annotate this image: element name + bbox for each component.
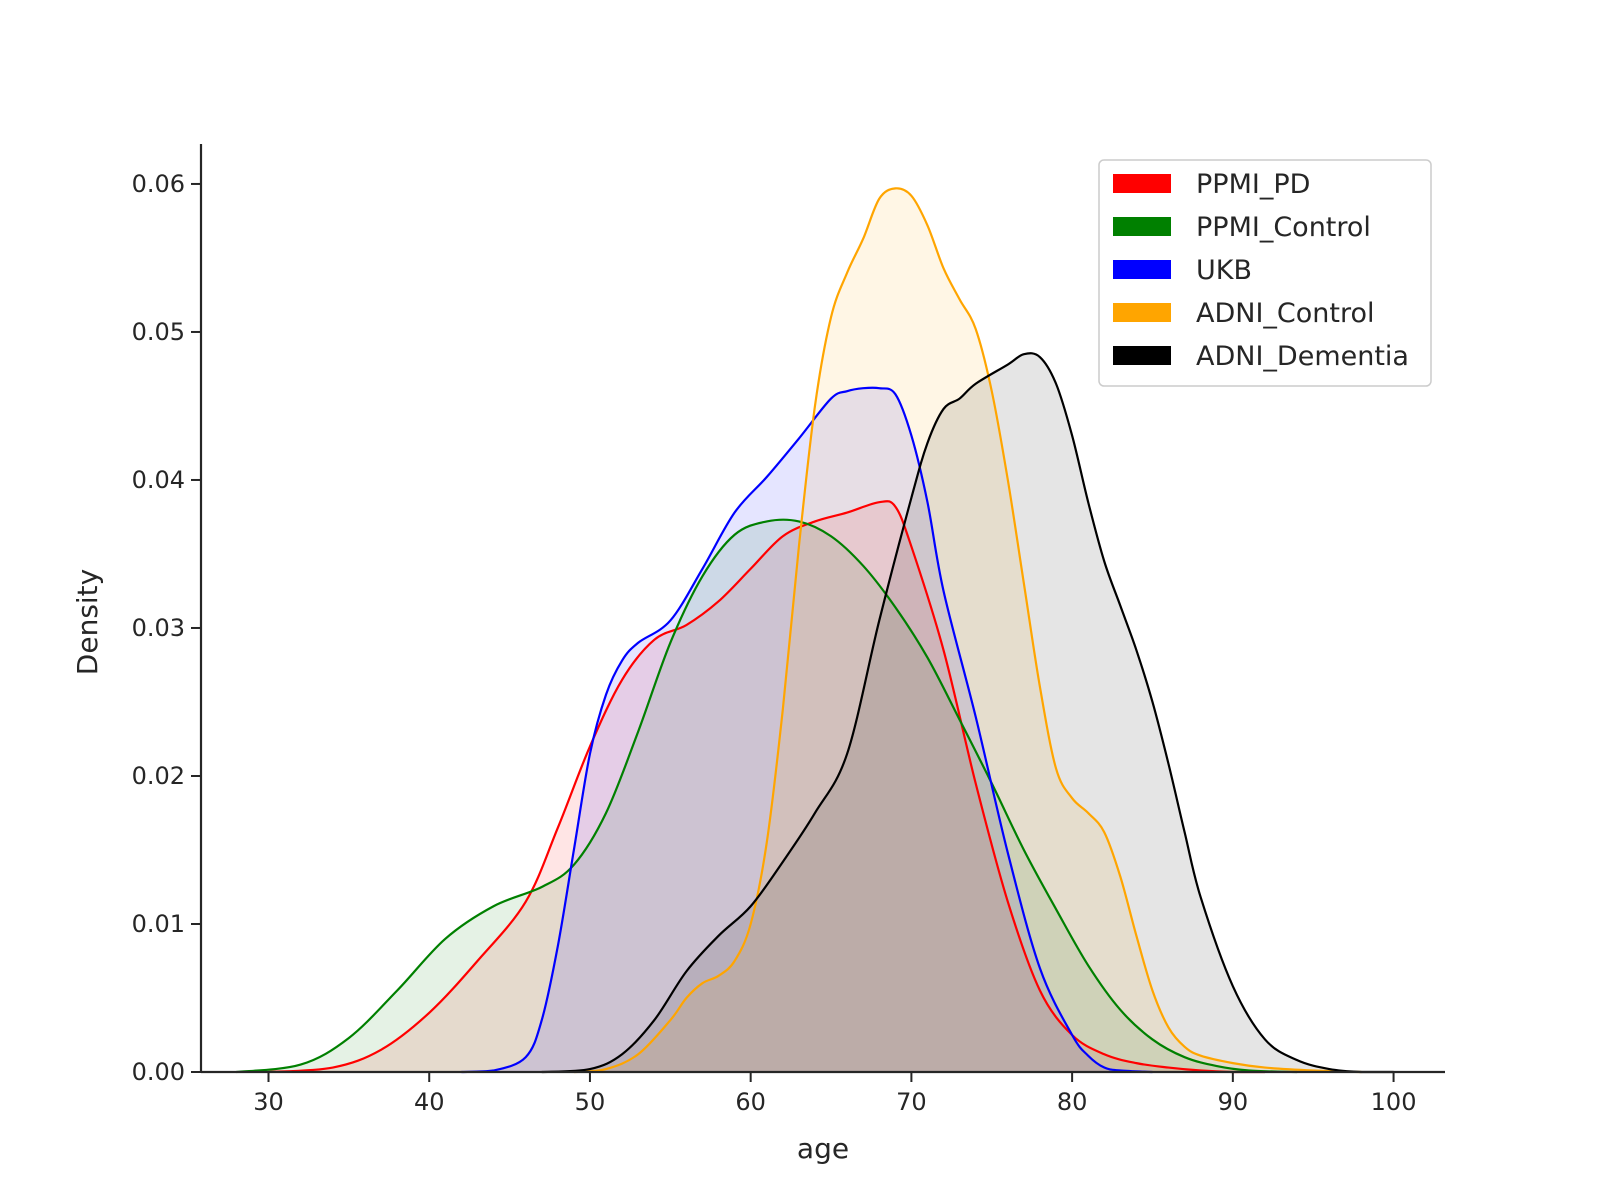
y-tick-label: 0.02 [132,762,185,790]
legend: PPMI_PD PPMI_Control UKB ADNI_Control ADNI_D… [1098,159,1432,387]
legend-frame [1098,159,1432,387]
area-adni-control [573,188,1362,1072]
legend-label: PPMI_PD [1196,169,1310,200]
legend-label: PPMI_Control [1196,212,1371,243]
y-tick-label: 0.06 [132,170,185,198]
line-ppmi-pd [268,500,1265,1074]
x-tick-label: 80 [1057,1088,1088,1116]
x-tick-label: 100 [1371,1088,1417,1116]
density-lines [236,187,1394,1074]
y-tick-label: 0.03 [132,614,185,642]
y-tick-label: 0.04 [132,466,185,494]
legend-label: ADNI_Control [1196,298,1375,329]
legend-label: UKB [1196,255,1252,286]
legend-label: ADNI_Dementia [1196,341,1409,372]
y-tick-label: 0.05 [132,318,185,346]
line-ppmi-control [236,518,1298,1074]
y-ticks: 0.00 0.01 0.02 0.03 0.04 0.05 0.06 [132,170,201,1086]
line-ukb [461,386,1153,1074]
legend-swatch [1113,174,1171,193]
x-tick-label: 70 [896,1088,927,1116]
x-tick-label: 30 [253,1088,284,1116]
area-adni-dementia [541,353,1394,1072]
x-axis-title: age [797,1132,849,1165]
legend-swatch [1113,260,1171,279]
area-ukb [461,387,1153,1072]
y-tick-label: 0.00 [132,1058,185,1086]
x-tick-label: 60 [735,1088,766,1116]
x-tick-label: 50 [575,1088,606,1116]
line-adni-control [573,187,1362,1074]
y-axis-title: Density [71,569,104,675]
legend-swatch [1113,346,1171,365]
line-adni-dementia [541,352,1394,1074]
y-tick-label: 0.01 [132,910,185,938]
x-ticks: 30 40 50 60 70 80 90 100 [253,1072,1416,1116]
legend-swatch [1113,303,1171,322]
x-tick-label: 90 [1218,1088,1249,1116]
legend-swatch [1113,217,1171,236]
axes: 30 40 50 60 70 80 90 100 0.000.010.020.030.040.… [71,144,1445,1165]
legend-items: PPMI_PD PPMI_Control UKB ADNI_Control ADNI_D… [1113,169,1409,372]
x-tick-label: 40 [414,1088,445,1116]
